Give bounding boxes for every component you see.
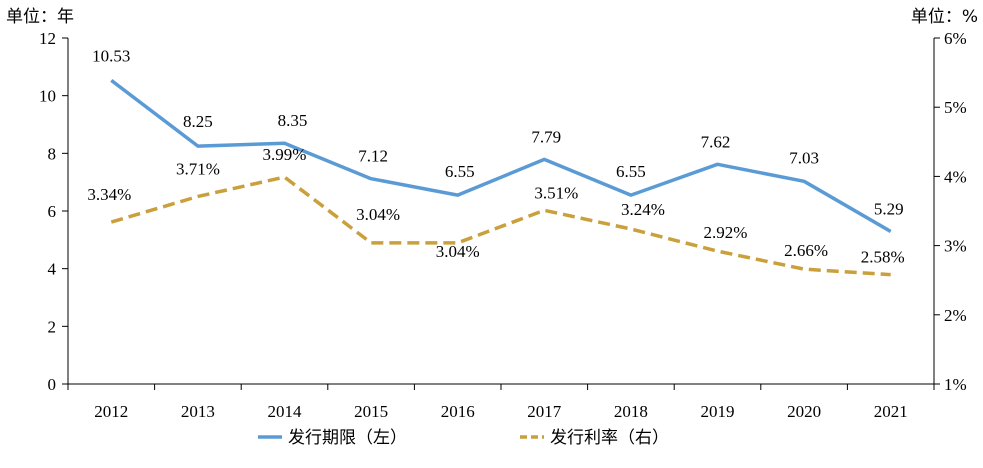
data-label-term: 8.35 — [278, 111, 308, 130]
x-tick-label: 2019 — [701, 402, 735, 421]
x-tick-label: 2012 — [94, 402, 128, 421]
right-tick-label: 1% — [944, 375, 967, 394]
data-label-term: 5.29 — [874, 199, 904, 218]
x-tick-label: 2017 — [527, 402, 562, 421]
left-tick-label: 4 — [48, 260, 57, 279]
data-label-term: 8.25 — [183, 112, 213, 131]
series-line-term — [110, 78, 892, 233]
data-label-rate: 3.24% — [621, 200, 665, 219]
x-tick-label: 2016 — [441, 402, 475, 421]
x-tick-label: 2021 — [874, 402, 908, 421]
x-tick-label: 2018 — [614, 402, 648, 421]
data-label-rate: 3.34% — [87, 185, 131, 204]
data-label-term: 6.55 — [616, 162, 646, 181]
right-tick-label: 3% — [944, 237, 967, 256]
right-tick-label: 2% — [944, 306, 967, 325]
left-tick-label: 12 — [39, 29, 56, 48]
x-tick-label: 2013 — [181, 402, 215, 421]
left-tick-label: 0 — [48, 375, 57, 394]
series-layer — [110, 78, 892, 277]
data-label-rate: 3.04% — [436, 242, 480, 261]
data-label-term: 7.79 — [531, 127, 561, 146]
data-label-term: 10.53 — [92, 46, 130, 65]
data-label-rate: 3.99% — [263, 145, 307, 164]
legend: 发行期限（左） 发行利率（右） — [258, 428, 669, 448]
data-label-rate: 3.51% — [534, 183, 578, 202]
right-axis-unit: 单位：% — [911, 7, 978, 27]
left-tick-label: 6 — [48, 202, 57, 221]
right-tick-label: 4% — [944, 167, 967, 186]
data-label-rate: 3.71% — [176, 159, 220, 178]
data-label-rate: 2.66% — [784, 241, 828, 260]
axes: 0 2 4 6 8 10 12 1% 2% 3% 4% 5% 6% 2012 2013 2014 2015 201… — [39, 29, 967, 421]
x-tick-label: 2014 — [268, 402, 303, 421]
data-label-rate: 2.58% — [861, 248, 905, 267]
legend-label-rate: 发行利率（右） — [550, 428, 669, 448]
data-label-term: 7.12 — [358, 147, 388, 166]
x-tick-label: 2020 — [787, 402, 821, 421]
data-label-term: 6.55 — [445, 162, 475, 181]
left-tick-label: 10 — [39, 87, 56, 106]
left-tick-label: 2 — [48, 317, 57, 336]
data-label-term: 7.62 — [701, 132, 731, 151]
left-axis-unit: 单位：年 — [6, 7, 74, 27]
series-line-rate — [110, 175, 891, 277]
right-tick-label: 6% — [944, 29, 967, 48]
data-label-rate: 2.92% — [704, 223, 748, 242]
data-label-rate: 3.04% — [356, 205, 400, 224]
left-tick-label: 8 — [48, 144, 57, 163]
data-labels: 10.53 8.25 8.35 7.12 6.55 7.79 6.55 7.62 7.03 5.2… — [87, 46, 904, 266]
right-tick-label: 5% — [944, 98, 967, 117]
data-label-term: 7.03 — [789, 148, 819, 167]
x-tick-label: 2015 — [354, 402, 388, 421]
legend-label-term: 发行期限（左） — [288, 428, 407, 448]
